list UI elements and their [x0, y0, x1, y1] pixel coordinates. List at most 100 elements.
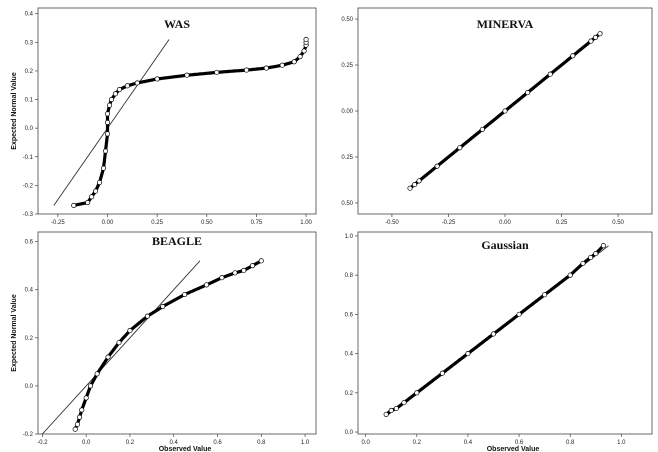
qq-point	[71, 202, 77, 208]
qq-point	[85, 200, 91, 206]
qq-point	[291, 59, 297, 65]
y-tick-label: -0.2	[23, 183, 34, 189]
qq-point	[567, 272, 573, 278]
qq-point	[144, 313, 150, 319]
y-tick-label: 0.0	[25, 384, 34, 390]
qq-point	[588, 38, 594, 44]
y-axis-label: Expected Normal Value	[11, 72, 18, 150]
qq-point	[502, 108, 508, 114]
y-tick-label: -0.2	[23, 432, 34, 438]
qq-point	[303, 36, 309, 43]
qq-point	[74, 421, 80, 427]
y-tick-label: -0.3	[23, 212, 34, 218]
qq-point	[547, 71, 553, 77]
chart-panel-1: -0.25 0.00 0.25 0.50 0.75 1.00 -0.3 -0.2 -0.1 0.0…	[11, 7, 317, 226]
qq-point	[592, 34, 599, 40]
y-tick-label: 0.4	[345, 352, 354, 358]
x-tick-label: 0.6	[213, 440, 222, 446]
qq-point	[383, 411, 389, 417]
x-tick-label: 0.50	[612, 220, 624, 226]
y-tick-label: -0.1	[23, 155, 34, 161]
qq-point	[106, 102, 113, 108]
x-tick-label: 1.0	[617, 440, 626, 446]
y-tick-label: 0.2	[345, 391, 354, 397]
qq-point	[457, 145, 463, 151]
y-tick-label: 0.3	[25, 40, 34, 46]
x-tick-label: 0.00	[499, 220, 511, 226]
qq-point	[93, 188, 99, 194]
qq-point-trace	[72, 37, 308, 207]
x-tick-label: 0.4	[464, 440, 473, 446]
x-tick-label: 0.2	[413, 440, 422, 446]
y-tick-label: 0.2	[25, 69, 34, 75]
data-area	[383, 243, 609, 417]
qq-point	[243, 67, 250, 73]
qq-point-trace	[73, 259, 263, 431]
qq-point	[83, 395, 89, 401]
qq-point	[100, 165, 107, 171]
x-tick-label: -0.25	[51, 220, 65, 226]
qq-point	[465, 351, 471, 357]
chart-panel-3: -0.2 0.0 0.2 0.4 0.6 0.8 1.0 -0.2 0.0 0.2 0.4 0.6 BE…	[11, 231, 317, 452]
y-tick-label: 0.6	[25, 240, 34, 246]
x-tick-label: 1.00	[300, 220, 312, 226]
qq-point	[600, 243, 606, 249]
y-tick-label: 0.6	[345, 312, 354, 318]
y-tick-label: 0.8	[345, 273, 354, 279]
x-tick-label: 0.8	[566, 440, 575, 446]
qq-point	[411, 182, 418, 188]
qq-point	[79, 407, 85, 413]
qq-point	[104, 119, 111, 125]
qq-point	[154, 76, 160, 82]
x-tick-label: -0.50	[385, 220, 399, 226]
qq-point	[116, 86, 122, 93]
y-axis-label: Expected Normal Value	[11, 294, 18, 372]
x-tick-label: 0.2	[126, 440, 135, 446]
x-tick-label: 1.0	[301, 440, 310, 446]
qq-point	[116, 340, 122, 346]
qq-point	[89, 194, 95, 200]
x-tick-label: -0.25	[442, 220, 456, 226]
y-tick-label: 0.00	[341, 109, 353, 115]
data-area	[53, 36, 309, 208]
x-tick-label: 0.0	[361, 440, 370, 446]
qq-point	[102, 148, 109, 154]
qq-point	[407, 185, 413, 191]
y-tick-label: 0.0	[25, 126, 34, 132]
qq-point	[301, 48, 307, 54]
plot-frame	[357, 231, 653, 435]
y-tick-label: 0.2	[25, 336, 34, 342]
qq-point	[416, 178, 422, 184]
qq-point	[97, 179, 103, 186]
panel-title: WAS	[164, 17, 190, 31]
qq-point	[279, 62, 285, 68]
qq-point	[388, 407, 394, 414]
qq-point	[479, 126, 485, 132]
qq-point	[249, 263, 256, 269]
qq-point	[542, 292, 548, 298]
qq-point	[297, 54, 303, 60]
y-tick-label: 0.50	[341, 201, 353, 207]
x-tick-label: 0.75	[251, 220, 263, 226]
qq-point-trace	[384, 244, 605, 416]
panel-title: Gaussian	[481, 238, 529, 252]
qq-point	[104, 111, 111, 117]
x-tick-label: 0.50	[201, 220, 213, 226]
qq-point	[124, 83, 130, 89]
qq-point	[87, 383, 94, 389]
x-tick-label: 0.25	[556, 220, 568, 226]
panel-title: MINERVA	[477, 17, 534, 31]
qq-point	[570, 53, 576, 59]
x-axis-label: Observed Value	[159, 446, 212, 452]
qq-point	[414, 390, 420, 396]
qq-point	[588, 254, 594, 261]
plot-frame	[37, 231, 317, 435]
qq-point	[204, 282, 210, 288]
qq-point	[72, 426, 78, 432]
y-tick-label: 0.0	[345, 430, 354, 436]
reference-line	[42, 260, 201, 434]
qq-point	[241, 267, 247, 274]
qq-point	[94, 371, 100, 377]
qq-point	[490, 331, 497, 337]
qq-point	[105, 354, 111, 360]
